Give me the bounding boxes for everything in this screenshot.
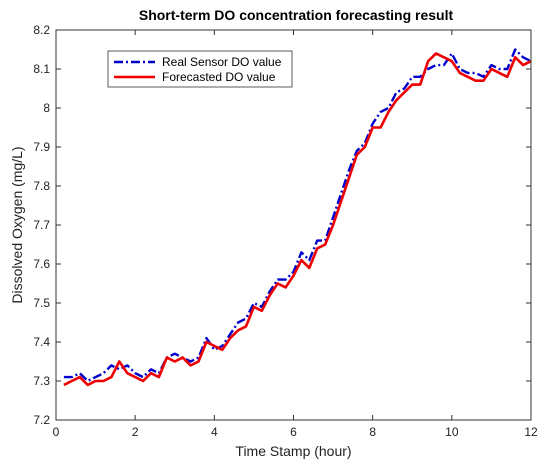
y-tick-label: 7.5 [33,296,50,310]
y-tick-label: 8.2 [33,23,50,37]
y-axis-label: Dissolved Oxygen (mg/L) [9,146,25,303]
plot-area-frame [55,29,532,421]
y-tick-label: 7.3 [33,374,50,388]
y-tick-label: 7.8 [33,179,50,193]
legend-box [107,50,293,88]
x-tick-label: 10 [445,425,459,439]
y-tick-label: 8 [43,101,50,115]
x-axis-label: Time Stamp (hour) [235,443,351,459]
x-tick-label: 2 [132,425,139,439]
y-tick-label: 7.7 [33,218,50,232]
x-tick-label: 8 [369,425,376,439]
x-tick-label: 4 [211,425,218,439]
series-real-sensor-line [63,48,532,383]
series-forecast-line [63,52,532,387]
chart-title: Short-term DO concentration forecasting … [139,7,454,23]
x-tick-label: 12 [524,425,538,439]
y-tick-label: 7.9 [33,140,50,154]
legend: Real Sensor DO value Forecasted DO value [107,50,293,88]
y-tick-label: 8.1 [33,62,50,76]
legend-label-forecast: Forecasted DO value [162,70,276,84]
x-tick-label: 6 [290,425,297,439]
legend-label-real: Real Sensor DO value [162,55,282,69]
y-tick-label: 7.2 [33,413,50,427]
y-tick-label: 7.4 [33,335,50,349]
y-tick-label: 7.6 [33,257,50,271]
x-tick-label: 0 [53,425,60,439]
